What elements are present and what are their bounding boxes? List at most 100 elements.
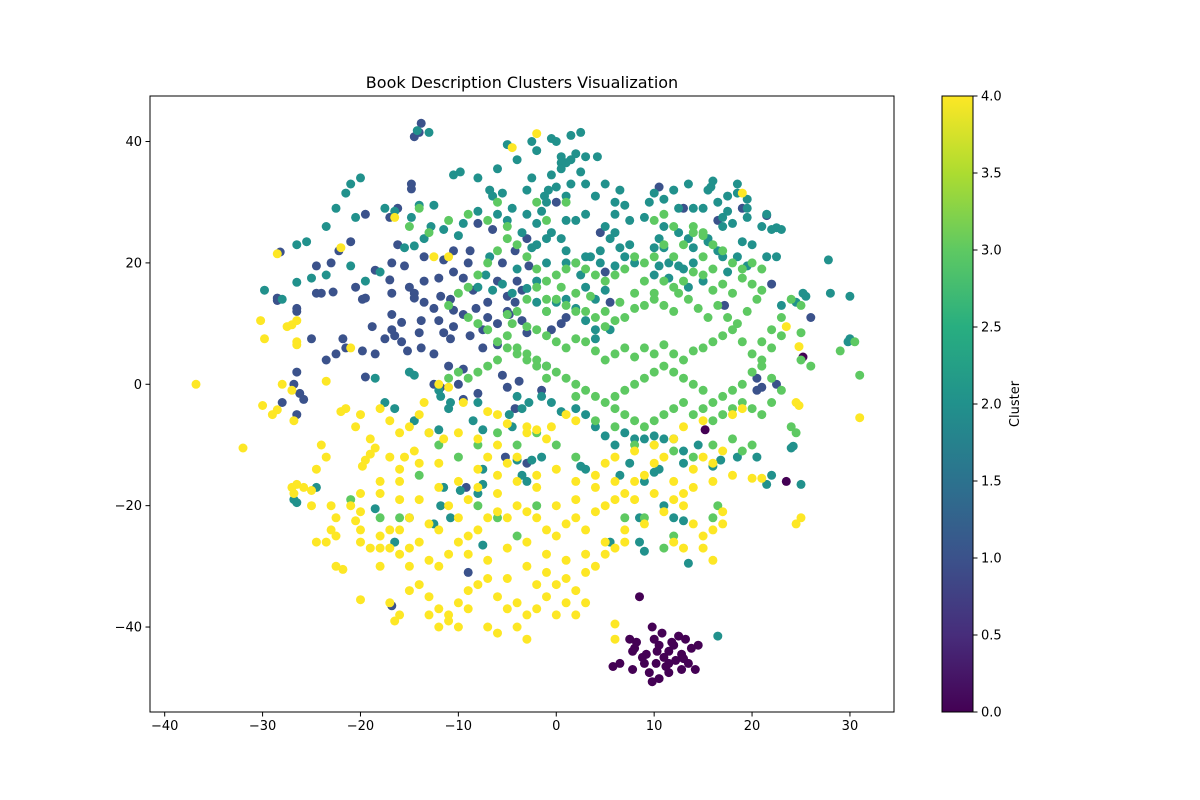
data-point-cluster-3 — [669, 367, 679, 377]
data-point-cluster-2 — [576, 127, 586, 137]
data-point-cluster-3 — [669, 349, 679, 359]
data-point-cluster-2 — [635, 537, 644, 547]
data-point-cluster-3 — [669, 282, 679, 292]
data-point-cluster-4 — [444, 252, 454, 262]
data-point-cluster-4 — [346, 501, 356, 511]
data-point-cluster-2 — [625, 240, 635, 250]
data-point-cluster-3 — [669, 446, 679, 456]
data-point-cluster-4 — [718, 507, 728, 517]
data-point-cluster-4 — [542, 549, 551, 559]
data-point-cluster-0 — [686, 643, 696, 653]
data-point-cluster-3 — [463, 313, 473, 322]
data-point-cluster-2 — [620, 200, 630, 210]
data-point-cluster-4 — [493, 440, 502, 450]
data-point-cluster-4 — [292, 316, 302, 326]
data-point-cluster-3 — [850, 337, 860, 347]
data-point-cluster-0 — [649, 634, 659, 644]
data-point-cluster-3 — [688, 410, 698, 420]
data-point-cluster-2 — [546, 170, 556, 180]
data-point-cluster-3 — [728, 385, 737, 395]
data-point-cluster-4 — [483, 513, 493, 523]
data-point-cluster-4 — [395, 610, 405, 620]
data-point-cluster-2 — [527, 173, 537, 183]
data-point-cluster-4 — [708, 476, 718, 486]
data-point-cluster-2 — [527, 243, 537, 253]
data-point-cluster-1 — [357, 346, 367, 356]
data-point-cluster-2 — [409, 416, 419, 426]
data-point-cluster-3 — [718, 331, 728, 341]
data-point-cluster-3 — [728, 258, 737, 268]
data-point-cluster-2 — [679, 446, 688, 456]
data-point-cluster-3 — [747, 349, 757, 359]
data-point-cluster-4 — [483, 574, 493, 583]
data-point-cluster-2 — [718, 222, 728, 231]
data-point-cluster-1 — [397, 337, 407, 347]
data-point-cluster-1 — [387, 258, 397, 268]
data-point-cluster-2 — [732, 252, 742, 262]
data-point-cluster-4 — [620, 525, 630, 535]
data-point-cluster-1 — [465, 246, 475, 256]
data-point-cluster-4 — [483, 452, 493, 462]
data-point-cluster-1 — [380, 334, 390, 344]
data-point-cluster-3 — [679, 398, 688, 407]
data-point-cluster-4 — [737, 404, 747, 414]
data-point-cluster-1 — [546, 325, 556, 335]
data-point-cluster-1 — [600, 267, 610, 277]
data-point-cluster-3 — [571, 452, 581, 462]
data-point-cluster-2 — [517, 228, 527, 238]
data-point-cluster-1 — [292, 367, 302, 377]
data-point-cluster-3 — [649, 416, 659, 426]
data-point-cluster-3 — [571, 379, 581, 389]
data-point-cluster-2 — [537, 391, 547, 401]
data-point-cluster-2 — [732, 179, 742, 189]
data-point-cluster-2 — [566, 130, 576, 140]
data-point-cluster-2 — [798, 288, 808, 298]
data-point-cluster-3 — [732, 319, 742, 329]
data-point-cluster-3 — [551, 337, 561, 347]
data-point-cluster-3 — [639, 300, 649, 310]
data-point-cluster-3 — [718, 279, 728, 289]
data-point-cluster-4 — [414, 410, 424, 420]
data-point-cluster-4 — [331, 513, 341, 523]
data-point-cluster-2 — [625, 458, 635, 468]
data-point-cluster-4 — [581, 525, 591, 535]
data-point-cluster-1 — [595, 228, 605, 238]
data-point-cluster-1 — [517, 316, 527, 326]
data-point-cluster-4 — [351, 516, 361, 526]
data-point-cluster-2 — [683, 558, 693, 568]
x-axis: −40 −30 −20 −10 0 10 20 30 — [151, 712, 858, 734]
data-point-cluster-2 — [796, 479, 806, 489]
data-point-cluster-4 — [429, 252, 439, 262]
colorbar-tick-label: 0.0 — [981, 706, 1002, 721]
data-point-cluster-3 — [620, 264, 630, 274]
data-point-cluster-4 — [356, 410, 365, 420]
data-point-cluster-4 — [493, 628, 502, 638]
data-point-cluster-3 — [723, 313, 733, 322]
data-point-cluster-4 — [781, 322, 791, 332]
data-point-cluster-4 — [404, 543, 414, 553]
data-point-cluster-4 — [561, 574, 571, 583]
data-point-cluster-4 — [473, 482, 483, 492]
data-point-cluster-2 — [590, 191, 600, 201]
data-point-cluster-2 — [380, 203, 390, 213]
data-point-cluster-3 — [586, 291, 595, 301]
data-point-cluster-4 — [434, 458, 444, 468]
data-point-cluster-3 — [806, 361, 816, 371]
data-point-cluster-1 — [326, 258, 336, 268]
data-point-cluster-3 — [708, 337, 718, 347]
data-point-cluster-2 — [390, 537, 400, 547]
data-point-cluster-3 — [688, 379, 698, 389]
data-point-cluster-2 — [772, 252, 781, 262]
data-point-cluster-4 — [522, 561, 532, 571]
data-point-cluster-4 — [424, 428, 434, 438]
data-point-cluster-4 — [434, 622, 444, 632]
data-point-cluster-2 — [600, 285, 610, 295]
data-point-cluster-1 — [449, 246, 458, 256]
colorbar-tick-label: 3.0 — [981, 244, 1002, 259]
data-point-cluster-4 — [483, 555, 493, 565]
data-point-cluster-2 — [595, 246, 605, 256]
data-point-cluster-2 — [546, 228, 556, 238]
data-point-cluster-4 — [600, 537, 610, 547]
data-point-cluster-3 — [483, 258, 493, 268]
data-point-cluster-2 — [605, 234, 615, 244]
